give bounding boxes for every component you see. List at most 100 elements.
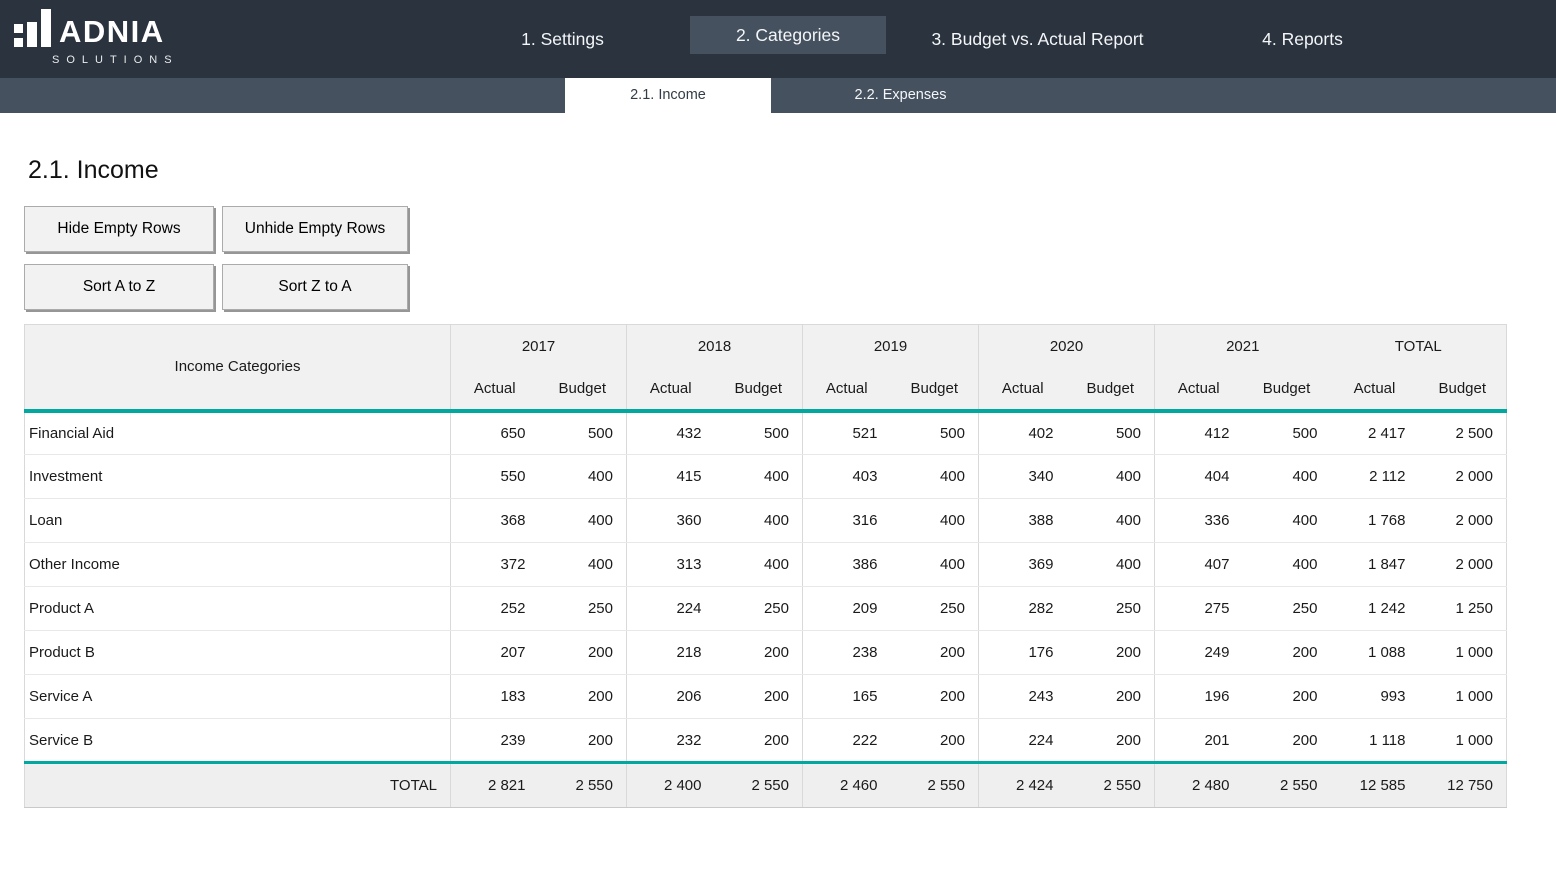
value-cell[interactable]: 500 — [890, 408, 979, 455]
value-cell[interactable]: 176 — [978, 630, 1067, 675]
category-cell[interactable]: Service A — [24, 674, 451, 719]
value-cell[interactable]: 232 — [626, 718, 715, 763]
value-cell[interactable]: 400 — [1066, 454, 1155, 499]
value-cell[interactable]: 500 — [1066, 408, 1155, 455]
value-cell[interactable]: 400 — [714, 498, 803, 543]
value-cell[interactable]: 200 — [890, 674, 979, 719]
value-cell[interactable]: 250 — [890, 586, 979, 631]
value-cell[interactable]: 183 — [450, 674, 539, 719]
value-cell[interactable]: 404 — [1154, 454, 1243, 499]
value-cell[interactable]: 2 000 — [1418, 542, 1507, 587]
value-cell[interactable]: 224 — [626, 586, 715, 631]
value-cell[interactable]: 196 — [1154, 674, 1243, 719]
value-cell[interactable]: 400 — [1242, 542, 1331, 587]
value-cell[interactable]: 2 500 — [1418, 408, 1507, 455]
value-cell[interactable]: 224 — [978, 718, 1067, 763]
value-cell[interactable]: 239 — [450, 718, 539, 763]
value-cell[interactable]: 249 — [1154, 630, 1243, 675]
unhide-empty-rows-button[interactable]: Unhide Empty Rows — [222, 206, 408, 252]
value-cell[interactable]: 1 768 — [1330, 498, 1419, 543]
value-cell[interactable]: 316 — [802, 498, 891, 543]
category-cell[interactable]: Financial Aid — [24, 408, 451, 455]
value-cell[interactable]: 400 — [538, 454, 627, 499]
value-cell[interactable]: 388 — [978, 498, 1067, 543]
nav-tab-budget-vs-actual[interactable]: 3. Budget vs. Actual Report — [931, 29, 1144, 49]
value-cell[interactable]: 500 — [538, 408, 627, 455]
value-cell[interactable]: 1 250 — [1418, 586, 1507, 631]
value-cell[interactable]: 200 — [1066, 674, 1155, 719]
value-cell[interactable]: 200 — [538, 674, 627, 719]
value-cell[interactable]: 400 — [890, 542, 979, 587]
value-cell[interactable]: 250 — [1242, 586, 1331, 631]
sort-z-to-a-button[interactable]: Sort Z to A — [222, 264, 408, 310]
value-cell[interactable]: 369 — [978, 542, 1067, 587]
value-cell[interactable]: 200 — [890, 630, 979, 675]
nav-tab-categories[interactable]: 2. Categories — [690, 16, 886, 54]
value-cell[interactable]: 1 242 — [1330, 586, 1419, 631]
value-cell[interactable]: 407 — [1154, 542, 1243, 587]
value-cell[interactable]: 400 — [538, 542, 627, 587]
value-cell[interactable]: 400 — [1066, 542, 1155, 587]
category-cell[interactable]: Product A — [24, 586, 451, 631]
value-cell[interactable]: 200 — [1242, 674, 1331, 719]
value-cell[interactable]: 400 — [714, 454, 803, 499]
value-cell[interactable]: 275 — [1154, 586, 1243, 631]
value-cell[interactable]: 1 000 — [1418, 674, 1507, 719]
category-cell[interactable]: Service B — [24, 718, 451, 763]
value-cell[interactable]: 336 — [1154, 498, 1243, 543]
value-cell[interactable]: 650 — [450, 408, 539, 455]
value-cell[interactable]: 372 — [450, 542, 539, 587]
value-cell[interactable]: 2 000 — [1418, 498, 1507, 543]
value-cell[interactable]: 1 088 — [1330, 630, 1419, 675]
value-cell[interactable]: 218 — [626, 630, 715, 675]
value-cell[interactable]: 200 — [1242, 630, 1331, 675]
value-cell[interactable]: 222 — [802, 718, 891, 763]
value-cell[interactable]: 200 — [1066, 718, 1155, 763]
value-cell[interactable]: 243 — [978, 674, 1067, 719]
value-cell[interactable]: 207 — [450, 630, 539, 675]
value-cell[interactable]: 360 — [626, 498, 715, 543]
value-cell[interactable]: 432 — [626, 408, 715, 455]
value-cell[interactable]: 200 — [714, 718, 803, 763]
value-cell[interactable]: 400 — [890, 498, 979, 543]
value-cell[interactable]: 402 — [978, 408, 1067, 455]
value-cell[interactable]: 201 — [1154, 718, 1243, 763]
value-cell[interactable]: 238 — [802, 630, 891, 675]
value-cell[interactable]: 165 — [802, 674, 891, 719]
category-cell[interactable]: Other Income — [24, 542, 451, 587]
value-cell[interactable]: 250 — [538, 586, 627, 631]
value-cell[interactable]: 412 — [1154, 408, 1243, 455]
value-cell[interactable]: 209 — [802, 586, 891, 631]
value-cell[interactable]: 200 — [538, 630, 627, 675]
value-cell[interactable]: 1 847 — [1330, 542, 1419, 587]
value-cell[interactable]: 1 000 — [1418, 718, 1507, 763]
value-cell[interactable]: 521 — [802, 408, 891, 455]
value-cell[interactable]: 2 112 — [1330, 454, 1419, 499]
nav-tab-settings[interactable]: 1. Settings — [521, 29, 604, 49]
value-cell[interactable]: 250 — [1066, 586, 1155, 631]
value-cell[interactable]: 200 — [714, 630, 803, 675]
value-cell[interactable]: 313 — [626, 542, 715, 587]
category-cell[interactable]: Product B — [24, 630, 451, 675]
value-cell[interactable]: 2 417 — [1330, 408, 1419, 455]
value-cell[interactable]: 1 118 — [1330, 718, 1419, 763]
value-cell[interactable]: 200 — [714, 674, 803, 719]
value-cell[interactable]: 386 — [802, 542, 891, 587]
value-cell[interactable]: 400 — [714, 542, 803, 587]
value-cell[interactable]: 400 — [1066, 498, 1155, 543]
subtab-expenses[interactable]: 2.2. Expenses — [854, 87, 947, 103]
value-cell[interactable]: 340 — [978, 454, 1067, 499]
value-cell[interactable]: 500 — [1242, 408, 1331, 455]
value-cell[interactable]: 400 — [890, 454, 979, 499]
value-cell[interactable]: 550 — [450, 454, 539, 499]
value-cell[interactable]: 1 000 — [1418, 630, 1507, 675]
value-cell[interactable]: 252 — [450, 586, 539, 631]
category-cell[interactable]: Investment — [24, 454, 451, 499]
subtab-income[interactable]: 2.1. Income — [565, 78, 771, 113]
value-cell[interactable]: 993 — [1330, 674, 1419, 719]
value-cell[interactable]: 200 — [890, 718, 979, 763]
value-cell[interactable]: 400 — [1242, 454, 1331, 499]
nav-tab-reports[interactable]: 4. Reports — [1262, 29, 1343, 49]
value-cell[interactable]: 500 — [714, 408, 803, 455]
value-cell[interactable]: 250 — [714, 586, 803, 631]
